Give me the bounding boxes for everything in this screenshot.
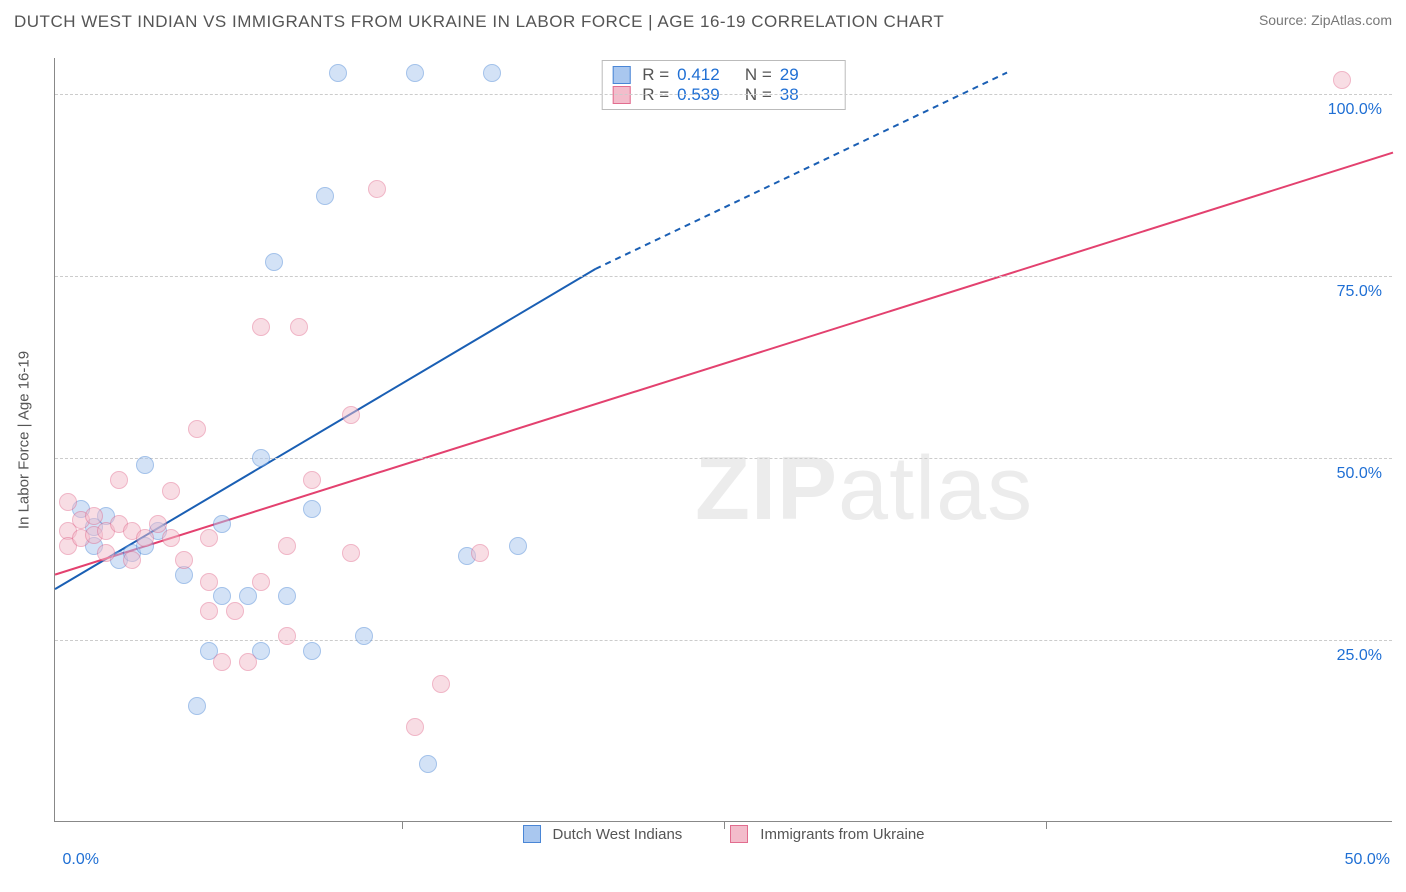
data-point-series_b <box>239 653 257 671</box>
x-tick-label: 0.0% <box>62 851 98 869</box>
data-point-series_b <box>471 544 489 562</box>
data-point-series_a <box>265 253 283 271</box>
data-point-series_b <box>136 529 154 547</box>
legend-item-b: Immigrants from Ukraine <box>730 825 924 843</box>
data-point-series_b <box>97 544 115 562</box>
data-point-series_b <box>278 627 296 645</box>
gridline <box>55 640 1392 641</box>
scatter-plot-area: ZIPatlas R = 0.412 N = 29 R = 0.539 N = … <box>54 58 1392 822</box>
data-point-series_b <box>110 471 128 489</box>
data-point-series_a <box>329 64 347 82</box>
data-point-series_a <box>509 537 527 555</box>
data-point-series_b <box>162 482 180 500</box>
x-minor-tick <box>724 821 725 829</box>
data-point-series_b <box>149 515 167 533</box>
data-point-series_a <box>188 697 206 715</box>
data-point-series_b <box>226 602 244 620</box>
data-point-series_b <box>432 675 450 693</box>
data-point-series_b <box>278 537 296 555</box>
data-point-series_b <box>303 471 321 489</box>
source-attribution: Source: ZipAtlas.com <box>1259 12 1392 28</box>
data-point-series_b <box>123 551 141 569</box>
data-point-series_b <box>200 529 218 547</box>
data-point-series_a <box>355 627 373 645</box>
swatch-a-bottom <box>523 825 541 843</box>
data-point-series_b <box>368 180 386 198</box>
data-point-series_a <box>252 449 270 467</box>
data-point-series_a <box>213 587 231 605</box>
data-point-series_b <box>342 406 360 424</box>
data-point-series_b <box>200 602 218 620</box>
data-point-series_a <box>406 64 424 82</box>
data-point-series_a <box>239 587 257 605</box>
data-point-series_b <box>406 718 424 736</box>
legend-item-a: Dutch West Indians <box>523 825 683 843</box>
gridline <box>55 94 1392 95</box>
data-point-series_a <box>213 515 231 533</box>
data-point-series_b <box>85 507 103 525</box>
correlation-row-a: R = 0.412 N = 29 <box>612 65 835 85</box>
x-tick-label: 50.0% <box>1345 851 1390 869</box>
data-point-series_a <box>303 642 321 660</box>
data-point-series_a <box>278 587 296 605</box>
regression-lines <box>55 58 1392 821</box>
data-point-series_b <box>252 318 270 336</box>
x-minor-tick <box>402 821 403 829</box>
chart-title: DUTCH WEST INDIAN VS IMMIGRANTS FROM UKR… <box>14 12 944 32</box>
data-point-series_b <box>59 493 77 511</box>
data-point-series_a <box>316 187 334 205</box>
y-tick-label: 75.0% <box>1337 283 1382 301</box>
y-tick-label: 25.0% <box>1337 647 1382 665</box>
swatch-b-bottom <box>730 825 748 843</box>
legend-label-a: Dutch West Indians <box>553 826 683 843</box>
data-point-series_b <box>200 573 218 591</box>
gridline <box>55 276 1392 277</box>
data-point-series_a <box>483 64 501 82</box>
swatch-series-a <box>612 66 630 84</box>
y-tick-label: 100.0% <box>1328 101 1382 119</box>
data-point-series_b <box>175 551 193 569</box>
data-point-series_b <box>1333 71 1351 89</box>
data-point-series_b <box>252 573 270 591</box>
data-point-series_a <box>136 456 154 474</box>
legend-label-b: Immigrants from Ukraine <box>760 826 924 843</box>
y-tick-label: 50.0% <box>1337 465 1382 483</box>
x-minor-tick <box>1046 821 1047 829</box>
watermark: ZIPatlas <box>695 438 1033 541</box>
correlation-legend: R = 0.412 N = 29 R = 0.539 N = 38 <box>601 60 846 110</box>
y-axis-label: In Labor Force | Age 16-19 <box>16 351 33 529</box>
data-point-series_a <box>303 500 321 518</box>
data-point-series_b <box>213 653 231 671</box>
chart-header: DUTCH WEST INDIAN VS IMMIGRANTS FROM UKR… <box>14 12 1392 32</box>
data-point-series_b <box>162 529 180 547</box>
data-point-series_a <box>419 755 437 773</box>
data-point-series_b <box>188 420 206 438</box>
data-point-series_b <box>342 544 360 562</box>
data-point-series_b <box>290 318 308 336</box>
